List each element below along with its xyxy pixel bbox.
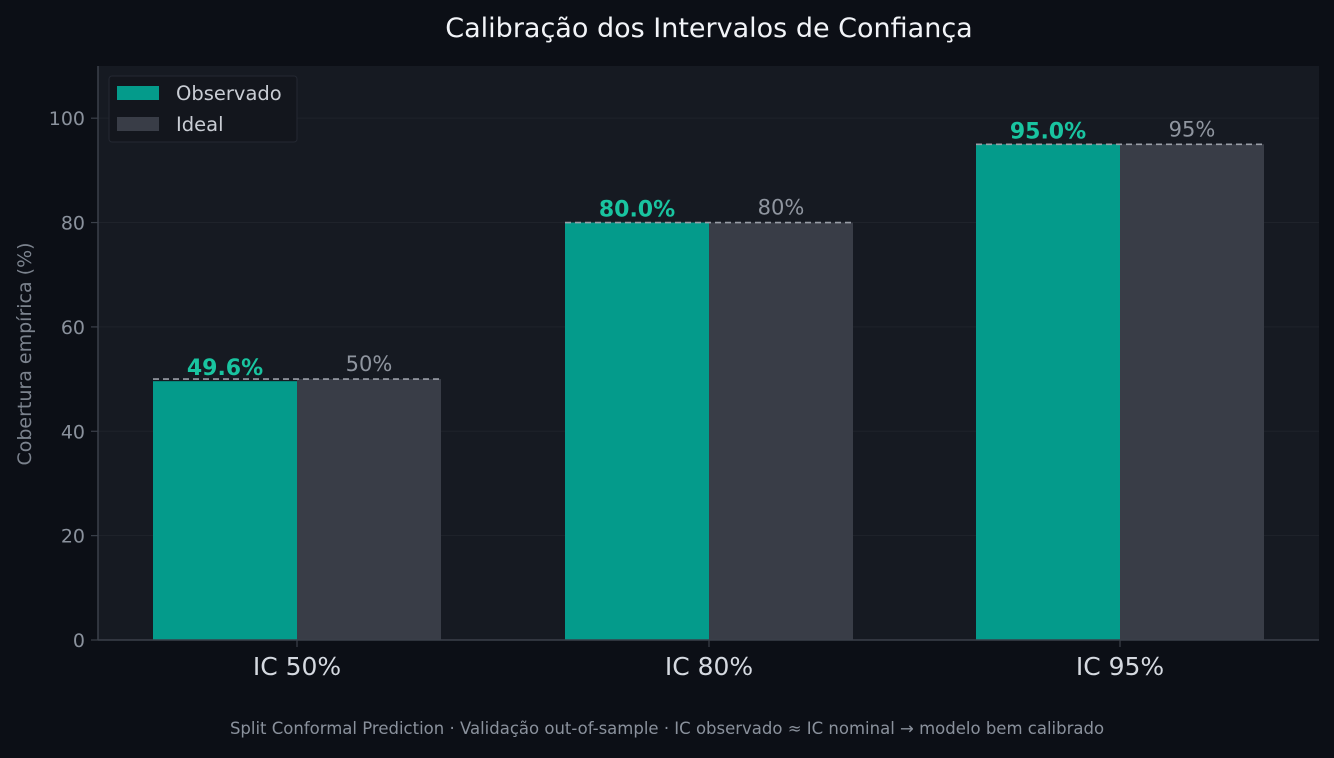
legend-swatch-observado <box>117 86 159 100</box>
data-label-ideal-1: 50% <box>346 352 393 376</box>
data-label-ideal-2: 80% <box>758 196 805 220</box>
legend: Observado Ideal <box>108 75 298 143</box>
y-axis-label: Cobertura empírica (%) <box>14 242 36 465</box>
data-labels: 49.6% 50% 80.0% 80% 95.0% 95% <box>187 117 1216 381</box>
bar-ideal-1 <box>297 379 441 640</box>
legend-label-ideal: Ideal <box>176 113 224 136</box>
legend-swatch-ideal <box>117 117 159 131</box>
ytick-label-40: 40 <box>61 421 85 443</box>
bar-ideal-2 <box>709 222 853 640</box>
data-label-observado-3: 95.0% <box>1010 119 1086 144</box>
xtick-label-2: IC 80% <box>665 652 753 681</box>
bar-ideal-3 <box>1120 144 1264 641</box>
ytick-label-20: 20 <box>61 526 85 548</box>
chart-title: Calibração dos Intervalos de Confiança <box>445 13 972 44</box>
footer-note: Split Conformal Prediction · Validação o… <box>230 719 1104 738</box>
bars <box>153 143 1264 641</box>
data-label-observado-1: 49.6% <box>187 356 263 381</box>
legend-label-observado: Observado <box>176 82 282 105</box>
bar-observado-1 <box>153 381 297 640</box>
bar-observado-2 <box>565 222 709 640</box>
xtick-label-1: IC 50% <box>253 652 341 681</box>
xtick-label-3: IC 95% <box>1076 652 1164 681</box>
ytick-label-60: 60 <box>61 317 85 339</box>
ytick-label-0: 0 <box>73 630 85 652</box>
axes: 0 20 40 60 80 100 IC 50% IC 80% IC 95% <box>49 66 1319 681</box>
data-label-observado-2: 80.0% <box>599 198 675 223</box>
bar-observado-3 <box>976 144 1120 641</box>
data-label-ideal-3: 95% <box>1169 117 1216 141</box>
ytick-label-100: 100 <box>49 108 85 130</box>
ytick-label-80: 80 <box>61 213 85 235</box>
